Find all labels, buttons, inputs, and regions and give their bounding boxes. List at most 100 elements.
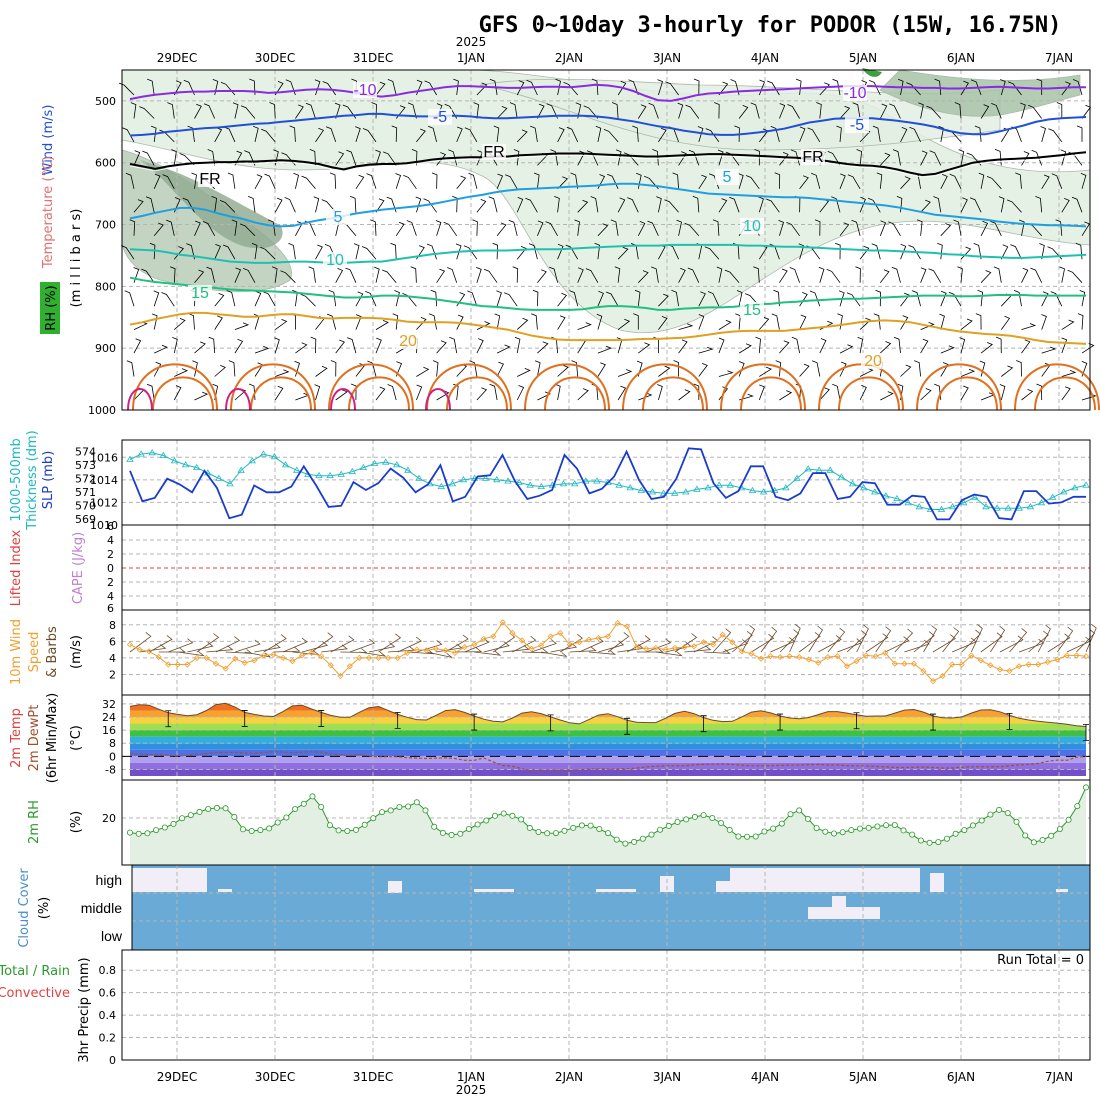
wind-barb [476, 387, 488, 401]
thickness-point [370, 459, 379, 466]
wind-barb [310, 336, 317, 354]
wind-barb [1077, 313, 1084, 330]
wind-speed-point [289, 658, 296, 665]
wind-barb [705, 128, 720, 143]
wind-barb [909, 126, 921, 143]
wind-barb [149, 242, 156, 260]
wind-barb [1081, 221, 1090, 237]
wind-barb [1081, 361, 1088, 377]
wind-barb [550, 149, 558, 166]
wind-barb [808, 625, 824, 653]
wind-barb [383, 151, 397, 166]
wind-speed-point [356, 654, 363, 661]
wind-barb [295, 342, 308, 354]
rh2m-point [665, 822, 672, 829]
wind-barb [855, 266, 861, 283]
wind-barb [688, 149, 700, 166]
wind-barb [980, 270, 992, 283]
wind-barb [1061, 337, 1068, 354]
thickness-point [1026, 503, 1035, 510]
wind-barb [557, 364, 569, 377]
minmax-errorbar [624, 717, 631, 735]
isotherm-label: FR [199, 171, 220, 188]
wind-barb [906, 82, 921, 96]
wind-barb [121, 245, 135, 260]
wind-barb [1036, 78, 1043, 95]
pressure-tick-label: 500 [95, 95, 116, 108]
wind-speed-point [643, 645, 650, 652]
wind-barb [566, 126, 579, 143]
wind-barb [428, 125, 437, 142]
wind-barb [827, 151, 841, 166]
wind-barb [191, 172, 197, 189]
wind-barb [274, 337, 280, 354]
thickness-point [215, 474, 223, 481]
wind-barb [215, 636, 241, 653]
rh2m-point [135, 830, 142, 837]
wind-speed-point [442, 647, 449, 654]
isotherm-label-bg [482, 144, 506, 160]
wind-barbs [118, 78, 1097, 401]
date-tick-label: 30DEC [255, 51, 295, 65]
wind-barb [549, 266, 558, 283]
wind-barb [139, 106, 155, 119]
rh2m-point [457, 830, 464, 837]
wind-barb [859, 196, 866, 213]
wind-barb [940, 290, 947, 307]
wind-barb [378, 633, 402, 653]
wind-barb [628, 79, 639, 96]
wind-barb [1061, 319, 1075, 330]
rh2m-point [987, 811, 994, 818]
wind-barb [224, 126, 236, 143]
wind-barb [315, 244, 323, 260]
isotherm-arc [524, 363, 610, 411]
wind-barb [525, 197, 538, 213]
wind-barb [403, 175, 417, 190]
wind-barb [714, 102, 720, 119]
wind-barb [445, 634, 469, 653]
wind-barb [334, 102, 341, 119]
wind-barb [627, 197, 639, 213]
wind-barb [758, 196, 764, 213]
wind-barb [249, 78, 256, 96]
wind-speed-point [815, 659, 822, 666]
wind-barb [658, 316, 668, 330]
wind-barb [920, 150, 928, 166]
wind-barb [234, 338, 244, 354]
chart-title: GFS 0~10day 3-hourly for PODOR (15W, 16.… [479, 13, 1062, 38]
wind-barb [698, 346, 714, 354]
rh2m-point [1065, 816, 1072, 823]
rh2m-point [1074, 803, 1081, 810]
wind-barb [1000, 315, 1011, 330]
wind-barb [271, 266, 278, 283]
wind-speed-point [872, 653, 879, 660]
rh2m-point [161, 824, 168, 831]
wind-barb [314, 384, 321, 401]
wind-barb [1051, 173, 1063, 189]
precip-grid [122, 950, 1090, 1060]
wind-barb [444, 103, 458, 119]
wind-barb [1021, 267, 1029, 283]
wind-barb [263, 634, 287, 653]
rh2m-point [266, 825, 273, 832]
wind-barb [880, 391, 894, 401]
wind-speed-point [805, 656, 812, 663]
wind-barb [590, 196, 599, 213]
wind-barb [885, 636, 910, 653]
wind-barb [684, 222, 700, 237]
wind-barb [516, 246, 527, 260]
wind-barb [614, 266, 621, 283]
wind-barb [953, 219, 962, 236]
wind-barb [1006, 199, 1022, 213]
wind-barb [366, 173, 377, 189]
wind-barb [335, 268, 344, 283]
wind-barb [526, 79, 538, 96]
minmax-errorbar [700, 715, 707, 733]
wind-speed-point [232, 655, 239, 662]
year-label-bottom: 2025 [456, 1083, 487, 1097]
thickness-point [281, 461, 290, 468]
rh2m-point [500, 810, 507, 817]
wind-barb [799, 314, 807, 330]
rh2m-area [130, 787, 1086, 865]
wind-barb [447, 267, 458, 283]
